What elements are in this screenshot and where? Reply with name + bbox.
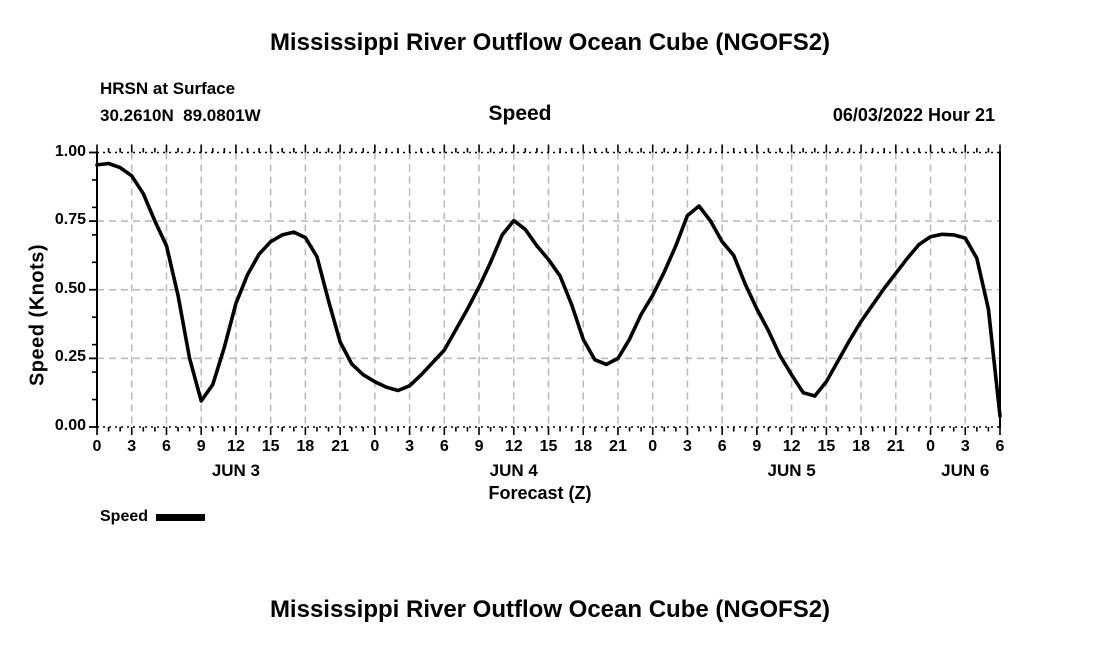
coordinates-label: 30.2610N 89.0801W [100,106,261,125]
panel-label: Speed [488,102,552,125]
legend-line-swatch [156,513,206,521]
x-tick-label: 18 [574,438,593,455]
x-tick-label: 6 [162,438,171,455]
x-tick-label: 0 [92,438,102,455]
x-date-label: JUN 6 [941,461,990,480]
speed-series-line [95,161,1002,418]
x-tick-label: 3 [682,438,692,455]
x-tick-label: 3 [405,438,415,455]
x-tick-label: 12 [504,438,523,455]
y-tick-label: 0.25 [54,348,86,366]
chart-title: Mississippi River Outflow Ocean Cube (NG… [269,29,831,56]
x-tick-label: 0 [926,438,935,455]
forecast-datetime-label: 06/03/2022 Hour 21 [832,105,995,125]
x-tick-label: 15 [539,438,558,455]
x-tick-label: 6 [717,438,727,455]
x-date-label: JUN 3 [211,461,261,480]
x-tick-label: 21 [609,438,627,455]
x-tick-label: 18 [852,438,870,455]
x-tick-label: 0 [370,438,380,455]
x-tick-label: 15 [261,438,280,455]
x-tick-label: 6 [439,438,449,455]
x-tick-label: 18 [296,438,315,455]
station-label: HRSN at Surface [100,79,236,98]
x-tick-label: 9 [196,438,206,455]
x-tick-label: 3 [127,438,137,455]
x-tick-label: 0 [648,438,658,455]
x-tick-label: 21 [886,438,905,455]
x-tick-label: 15 [817,438,836,455]
x-tick-label: 6 [995,438,1005,455]
x-tick-label: 3 [960,438,970,455]
y-tick-label: 0.75 [54,211,86,229]
y-tick-label: 1.00 [54,142,86,160]
chart-title-footer: Mississippi River Outflow Ocean Cube (NG… [269,596,831,623]
x-date-label: JUN 4 [489,461,538,480]
y-tick-label: 0.00 [54,417,86,434]
x-tick-label: 12 [227,438,245,455]
x-date-label: JUN 5 [767,461,816,480]
legend: Speed [100,508,206,526]
x-tick-label: 9 [752,438,762,455]
x-tick-label: 9 [474,438,484,455]
x-axis-title: Forecast (Z) [488,483,592,503]
y-tick-label: 0.50 [54,279,86,297]
legend-label: Speed [100,508,149,525]
x-tick-label: 21 [331,438,350,455]
x-tick-label: 12 [782,438,801,455]
